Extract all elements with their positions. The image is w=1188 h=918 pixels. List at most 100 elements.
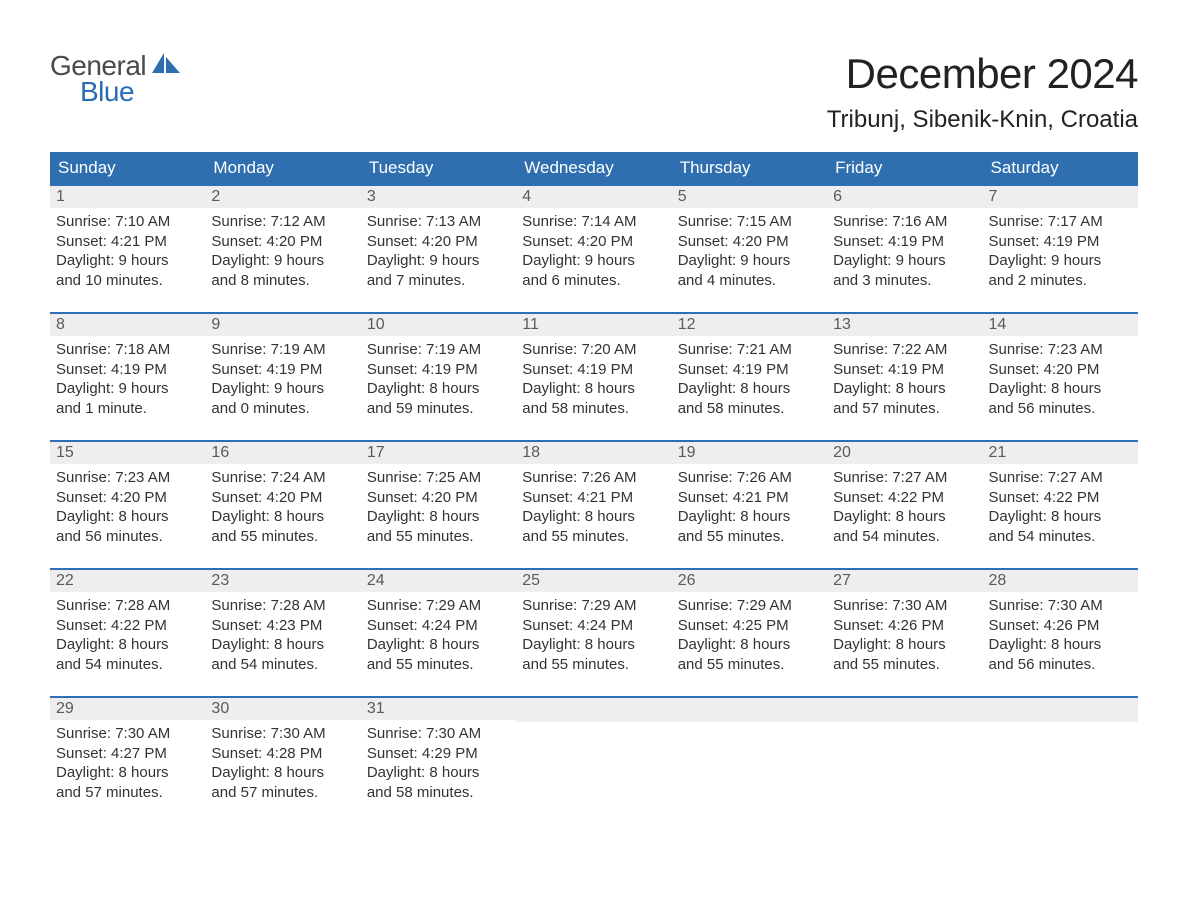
day-sunrise: Sunrise: 7:18 AM	[56, 340, 199, 360]
calendar-week-row: 1Sunrise: 7:10 AMSunset: 4:21 PMDaylight…	[50, 185, 1138, 313]
day-sunrise: Sunrise: 7:30 AM	[367, 724, 510, 744]
day-sunset: Sunset: 4:19 PM	[211, 360, 354, 380]
empty-day-number-row	[827, 698, 982, 722]
day-sunset: Sunset: 4:28 PM	[211, 744, 354, 764]
weekday-header: Saturday	[983, 152, 1138, 185]
calendar-day-cell: 17Sunrise: 7:25 AMSunset: 4:20 PMDayligh…	[361, 441, 516, 569]
calendar-day-cell: 26Sunrise: 7:29 AMSunset: 4:25 PMDayligh…	[672, 569, 827, 697]
day-details: Sunrise: 7:23 AMSunset: 4:20 PMDaylight:…	[983, 336, 1138, 424]
day-number: 11	[516, 314, 671, 336]
day-number: 21	[983, 442, 1138, 464]
day-daylight1: Daylight: 9 hours	[56, 379, 199, 399]
day-number: 24	[361, 570, 516, 592]
calendar-day-cell: 10Sunrise: 7:19 AMSunset: 4:19 PMDayligh…	[361, 313, 516, 441]
day-number: 17	[361, 442, 516, 464]
day-details: Sunrise: 7:21 AMSunset: 4:19 PMDaylight:…	[672, 336, 827, 424]
day-daylight2: and 6 minutes.	[522, 271, 665, 291]
location-label: Tribunj, Sibenik-Knin, Croatia	[827, 106, 1138, 134]
day-details: Sunrise: 7:24 AMSunset: 4:20 PMDaylight:…	[205, 464, 360, 552]
calendar-day-cell: 27Sunrise: 7:30 AMSunset: 4:26 PMDayligh…	[827, 569, 982, 697]
day-details: Sunrise: 7:19 AMSunset: 4:19 PMDaylight:…	[205, 336, 360, 424]
day-sunset: Sunset: 4:19 PM	[522, 360, 665, 380]
day-sunrise: Sunrise: 7:20 AM	[522, 340, 665, 360]
day-daylight2: and 55 minutes.	[678, 655, 821, 675]
calendar-day-cell: 11 Sunrise: 7:20 AMSunset: 4:19 PMDayligh…	[516, 313, 671, 441]
weekday-header-row: SundayMondayTuesdayWednesdayThursdayFrid…	[50, 152, 1138, 185]
day-number: 5	[672, 186, 827, 208]
day-details: Sunrise: 7:23 AMSunset: 4:20 PMDaylight:…	[50, 464, 205, 552]
day-sunset: Sunset: 4:27 PM	[56, 744, 199, 764]
day-sunrise: Sunrise: 7:28 AM	[211, 596, 354, 616]
day-daylight1: Daylight: 9 hours	[522, 251, 665, 271]
day-details: Sunrise: 7:10 AMSunset: 4:21 PMDaylight:…	[50, 208, 205, 296]
day-details: Sunrise: 7:27 AMSunset: 4:22 PMDaylight:…	[983, 464, 1138, 552]
day-sunrise: Sunrise: 7:10 AM	[56, 212, 199, 232]
day-sunset: Sunset: 4:22 PM	[833, 488, 976, 508]
day-daylight1: Daylight: 8 hours	[56, 507, 199, 527]
day-sunrise: Sunrise: 7:30 AM	[211, 724, 354, 744]
day-details: Sunrise: 7:19 AMSunset: 4:19 PMDaylight:…	[361, 336, 516, 424]
day-daylight1: Daylight: 8 hours	[522, 379, 665, 399]
day-daylight1: Daylight: 8 hours	[989, 507, 1132, 527]
day-daylight2: and 58 minutes.	[678, 399, 821, 419]
calendar-day-cell: 1Sunrise: 7:10 AMSunset: 4:21 PMDaylight…	[50, 185, 205, 313]
day-sunrise: Sunrise: 7:30 AM	[989, 596, 1132, 616]
day-sunset: Sunset: 4:25 PM	[678, 616, 821, 636]
day-sunrise: Sunrise: 7:16 AM	[833, 212, 976, 232]
day-details: Sunrise: 7:13 AMSunset: 4:20 PMDaylight:…	[361, 208, 516, 296]
day-daylight1: Daylight: 8 hours	[211, 507, 354, 527]
calendar-day-cell: 21Sunrise: 7:27 AMSunset: 4:22 PMDayligh…	[983, 441, 1138, 569]
day-daylight2: and 8 minutes.	[211, 271, 354, 291]
day-details: Sunrise: 7:30 AMSunset: 4:28 PMDaylight:…	[205, 720, 360, 808]
day-daylight1: Daylight: 8 hours	[367, 763, 510, 783]
day-sunrise: Sunrise: 7:17 AM	[989, 212, 1132, 232]
day-daylight1: Daylight: 8 hours	[522, 635, 665, 655]
calendar-day-cell: 28Sunrise: 7:30 AMSunset: 4:26 PMDayligh…	[983, 569, 1138, 697]
day-sunset: Sunset: 4:22 PM	[56, 616, 199, 636]
day-sunrise: Sunrise: 7:29 AM	[678, 596, 821, 616]
day-sunset: Sunset: 4:24 PM	[522, 616, 665, 636]
day-sunset: Sunset: 4:21 PM	[522, 488, 665, 508]
calendar-day-cell: 29Sunrise: 7:30 AMSunset: 4:27 PMDayligh…	[50, 697, 205, 825]
logo: General Blue	[50, 50, 180, 108]
day-daylight1: Daylight: 8 hours	[989, 635, 1132, 655]
day-daylight2: and 2 minutes.	[989, 271, 1132, 291]
day-details: Sunrise: 7:30 AMSunset: 4:26 PMDaylight:…	[983, 592, 1138, 680]
weekday-header: Monday	[205, 152, 360, 185]
calendar-day-cell: 14Sunrise: 7:23 AMSunset: 4:20 PMDayligh…	[983, 313, 1138, 441]
calendar-day-cell: 19Sunrise: 7:26 AMSunset: 4:21 PMDayligh…	[672, 441, 827, 569]
day-daylight1: Daylight: 8 hours	[367, 379, 510, 399]
day-number: 12	[672, 314, 827, 336]
day-sunrise: Sunrise: 7:29 AM	[367, 596, 510, 616]
day-details: Sunrise: 7:30 AMSunset: 4:26 PMDaylight:…	[827, 592, 982, 680]
calendar-day-cell: 5Sunrise: 7:15 AMSunset: 4:20 PMDaylight…	[672, 185, 827, 313]
day-daylight2: and 57 minutes.	[56, 783, 199, 803]
day-sunset: Sunset: 4:21 PM	[678, 488, 821, 508]
header: General Blue December 2024 Tribunj, Sibe…	[50, 50, 1138, 134]
calendar-day-cell: 18Sunrise: 7:26 AMSunset: 4:21 PMDayligh…	[516, 441, 671, 569]
day-daylight1: Daylight: 9 hours	[211, 251, 354, 271]
day-daylight1: Daylight: 9 hours	[989, 251, 1132, 271]
day-sunset: Sunset: 4:20 PM	[678, 232, 821, 252]
day-sunset: Sunset: 4:20 PM	[56, 488, 199, 508]
day-number: 25	[516, 570, 671, 592]
day-sunset: Sunset: 4:19 PM	[367, 360, 510, 380]
day-daylight1: Daylight: 8 hours	[56, 763, 199, 783]
day-sunset: Sunset: 4:19 PM	[989, 232, 1132, 252]
day-number: 31	[361, 698, 516, 720]
calendar-day-cell: 20Sunrise: 7:27 AMSunset: 4:22 PMDayligh…	[827, 441, 982, 569]
day-details: Sunrise: 7:29 AMSunset: 4:25 PMDaylight:…	[672, 592, 827, 680]
day-sunset: Sunset: 4:20 PM	[211, 232, 354, 252]
day-details: Sunrise: 7:29 AMSunset: 4:24 PMDaylight:…	[516, 592, 671, 680]
calendar-day-cell: 25Sunrise: 7:29 AMSunset: 4:24 PMDayligh…	[516, 569, 671, 697]
calendar-week-row: 29Sunrise: 7:30 AMSunset: 4:27 PMDayligh…	[50, 697, 1138, 825]
day-sunrise: Sunrise: 7:30 AM	[833, 596, 976, 616]
day-daylight2: and 56 minutes.	[56, 527, 199, 547]
day-daylight2: and 7 minutes.	[367, 271, 510, 291]
day-number: 26	[672, 570, 827, 592]
day-details: Sunrise: 7:28 AMSunset: 4:23 PMDaylight:…	[205, 592, 360, 680]
day-daylight2: and 55 minutes.	[522, 655, 665, 675]
day-number: 14	[983, 314, 1138, 336]
day-details: Sunrise: 7:12 AMSunset: 4:20 PMDaylight:…	[205, 208, 360, 296]
day-number: 3	[361, 186, 516, 208]
